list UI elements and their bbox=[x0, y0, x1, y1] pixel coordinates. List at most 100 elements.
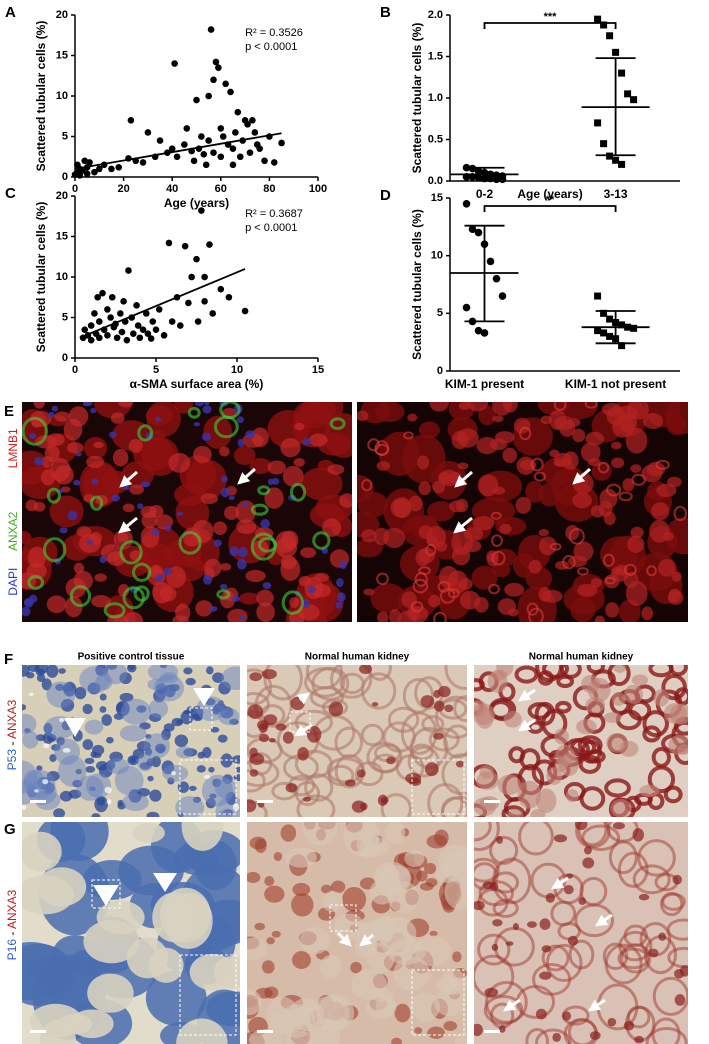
image-title: Positive control tissue bbox=[78, 652, 185, 663]
tissue bbox=[236, 558, 247, 570]
tissue bbox=[605, 602, 620, 618]
point bbox=[156, 137, 164, 144]
point bbox=[181, 141, 188, 148]
annotation: R² = 0.3687 bbox=[245, 208, 303, 220]
tissue bbox=[491, 550, 506, 566]
tissue bbox=[223, 505, 240, 520]
tissue bbox=[421, 715, 445, 733]
tissue bbox=[357, 538, 383, 558]
tissue bbox=[672, 874, 682, 885]
point bbox=[624, 90, 632, 98]
tissue bbox=[300, 467, 343, 501]
tissue bbox=[673, 505, 687, 522]
point bbox=[86, 159, 93, 166]
annotation: p < 0.0001 bbox=[245, 222, 297, 234]
tissue bbox=[474, 857, 500, 883]
arrow bbox=[551, 876, 569, 890]
arrow bbox=[454, 470, 473, 488]
tissue bbox=[466, 402, 489, 412]
point bbox=[474, 326, 483, 335]
tissue bbox=[410, 601, 424, 613]
tissue bbox=[627, 535, 645, 553]
tissue bbox=[79, 666, 111, 694]
tissue bbox=[298, 575, 312, 587]
tissue bbox=[99, 555, 107, 564]
arrowhead-marker bbox=[153, 873, 177, 892]
tissue bbox=[183, 667, 193, 675]
arrow bbox=[595, 913, 613, 927]
tissue bbox=[260, 519, 270, 529]
tissue bbox=[573, 541, 594, 562]
tissue bbox=[463, 539, 482, 553]
tissue bbox=[518, 822, 554, 856]
tissue bbox=[414, 1027, 423, 1035]
tissue bbox=[631, 674, 649, 686]
point bbox=[173, 153, 181, 161]
scale-bar bbox=[257, 1030, 273, 1033]
tissue bbox=[440, 796, 467, 817]
tissue bbox=[101, 714, 112, 726]
image-title: Normal human kidney bbox=[529, 652, 634, 663]
point bbox=[225, 293, 233, 301]
tissue bbox=[541, 944, 570, 972]
x-tick-label: 20 bbox=[117, 183, 129, 195]
tissue bbox=[66, 442, 84, 454]
tissue bbox=[175, 746, 194, 759]
point bbox=[123, 336, 131, 344]
tissue bbox=[604, 576, 616, 585]
y-tick-label: 1.5 bbox=[428, 50, 443, 62]
tissue bbox=[219, 583, 228, 590]
tissue bbox=[438, 685, 451, 698]
tissue bbox=[219, 402, 241, 420]
tissue bbox=[630, 464, 642, 473]
micrograph bbox=[22, 402, 352, 622]
tissue bbox=[645, 1027, 688, 1044]
tissue bbox=[118, 402, 134, 408]
tissue bbox=[456, 498, 469, 513]
tissue bbox=[565, 873, 574, 879]
tissue bbox=[25, 671, 35, 679]
tissue bbox=[297, 746, 309, 761]
tissue bbox=[168, 452, 191, 473]
tissue bbox=[249, 752, 265, 765]
tissue bbox=[122, 793, 149, 812]
point bbox=[202, 161, 210, 169]
point bbox=[139, 159, 147, 166]
scale-bar bbox=[484, 1030, 500, 1033]
point bbox=[130, 330, 137, 338]
tissue bbox=[76, 775, 104, 801]
point bbox=[492, 274, 501, 283]
tissue bbox=[258, 723, 268, 733]
significance: ** bbox=[546, 194, 555, 206]
annotation: R² = 0.3526 bbox=[245, 27, 303, 39]
tissue bbox=[514, 665, 539, 684]
tissue bbox=[247, 989, 262, 1016]
micrograph bbox=[474, 822, 688, 1044]
tissue bbox=[554, 728, 569, 745]
point bbox=[256, 145, 263, 152]
tissue bbox=[650, 502, 670, 521]
chart: A 0 5 10 15 20 Scattered tubular cells (%) 0 20 4… bbox=[5, 4, 327, 210]
point bbox=[190, 157, 198, 165]
tissue bbox=[455, 760, 465, 768]
fit-line bbox=[79, 268, 246, 339]
tissue bbox=[122, 503, 135, 513]
tissue bbox=[471, 565, 498, 590]
tissue bbox=[651, 1017, 681, 1044]
y-tick-label: 15 bbox=[56, 230, 68, 242]
tissue bbox=[22, 713, 37, 735]
point bbox=[618, 342, 626, 350]
tissue bbox=[503, 711, 522, 728]
tissue bbox=[264, 885, 285, 903]
point bbox=[462, 303, 471, 312]
tissue bbox=[612, 822, 625, 830]
point bbox=[165, 239, 173, 247]
stain-label: P53 - ANXA3 bbox=[5, 699, 19, 770]
tissue bbox=[249, 836, 267, 850]
point bbox=[120, 298, 127, 305]
tissue bbox=[152, 892, 197, 943]
point bbox=[181, 242, 189, 250]
tissue bbox=[580, 442, 601, 463]
tissue bbox=[99, 693, 107, 701]
panel-letter: F bbox=[4, 651, 13, 668]
